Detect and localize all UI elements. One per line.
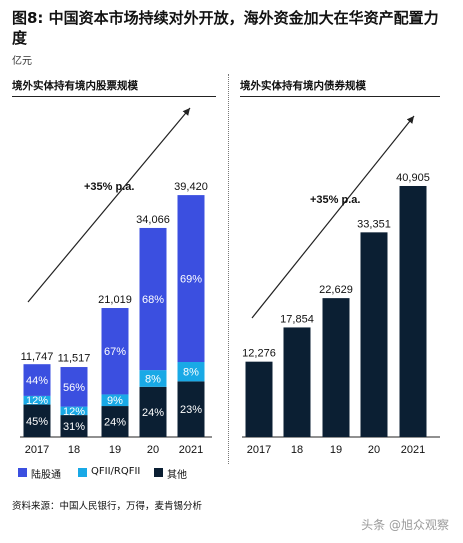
panel-divider xyxy=(228,74,229,464)
legend-swatch-other xyxy=(154,468,163,477)
segment-label-18-1: 12% xyxy=(63,406,85,418)
segment-label-2017-2: 44% xyxy=(26,375,48,387)
source-note: 资料来源：中国人民银行，万得，麦肯锡分析 xyxy=(12,501,203,512)
x-tick-left-20: 20 xyxy=(147,444,159,456)
x-tick-left-2017: 2017 xyxy=(25,444,49,456)
segment-label-19-0: 24% xyxy=(104,417,126,429)
legend-swatch-qfii xyxy=(78,468,87,477)
right-panel-title: 境外实体持有境内债券规模 xyxy=(240,80,366,92)
left-growth-arrow xyxy=(27,107,191,303)
total-label-2017: 11,747 xyxy=(21,351,54,363)
bond-bar-18 xyxy=(283,327,311,437)
segment-label-20-2: 68% xyxy=(142,294,164,306)
segment-label-20-1: 8% xyxy=(145,373,161,385)
x-tick-left-19: 19 xyxy=(109,444,121,456)
segment-label-2021-2: 69% xyxy=(180,274,202,286)
bond-bar-2021 xyxy=(399,185,427,437)
bar-segment-18-1 xyxy=(60,406,88,416)
total-label-19: 21,019 xyxy=(98,294,132,306)
bar-segment-2021-1 xyxy=(177,362,205,382)
x-tick-left-2021: 2021 xyxy=(179,444,203,456)
bond-value-label-19: 22,629 xyxy=(319,284,353,296)
bond-bar-19 xyxy=(322,298,350,437)
segment-label-2021-0: 23% xyxy=(180,404,202,416)
segment-label-19-2: 67% xyxy=(104,346,126,358)
segment-label-19-1: 9% xyxy=(107,395,123,407)
legend-label-other: 其他 xyxy=(167,470,187,481)
x-tick-right-20: 20 xyxy=(368,444,380,456)
bar-segment-20-1 xyxy=(139,370,167,387)
bond-value-label-20: 33,351 xyxy=(357,218,391,230)
left-growth-annotation: +35% p.a. xyxy=(84,181,134,193)
total-label-20: 34,066 xyxy=(136,214,170,226)
bar-segment-20-2 xyxy=(139,227,167,371)
legend-label-stock-connect: 陆股通 xyxy=(31,470,61,481)
bar-segment-2017-2 xyxy=(23,364,51,396)
segment-label-18-2: 56% xyxy=(63,382,85,394)
segment-label-2021-1: 8% xyxy=(183,367,199,379)
bar-segment-18-0 xyxy=(60,415,88,437)
right-panel-rule xyxy=(240,96,440,97)
x-tick-right-2021: 2021 xyxy=(401,444,425,456)
figure-title: 图8: 中国资本市场持续对外开放，海外资金加大在华资产配置力度 xyxy=(12,9,439,47)
total-label-18: 11,517 xyxy=(58,352,91,364)
unit-label: 亿元 xyxy=(12,56,32,67)
segment-label-2017-0: 45% xyxy=(26,416,48,428)
bond-value-label-2021: 40,905 xyxy=(396,172,430,184)
bar-segment-2017-0 xyxy=(23,404,51,437)
bond-bar-2017 xyxy=(245,361,273,437)
bar-segment-19-2 xyxy=(101,308,129,395)
bond-value-label-18: 17,854 xyxy=(280,313,314,325)
segment-label-2017-1: 12% xyxy=(26,395,48,407)
bar-segment-19-0 xyxy=(101,406,129,437)
bar-segment-18-2 xyxy=(60,367,88,407)
total-label-2021: 39,420 xyxy=(174,181,208,193)
bar-segment-2021-2 xyxy=(177,195,205,363)
watermark: 头条 @旭众观察 xyxy=(361,518,449,532)
bar-segment-2021-0 xyxy=(177,381,205,437)
x-tick-right-19: 19 xyxy=(330,444,342,456)
bar-segment-19-1 xyxy=(101,394,129,407)
right-growth-arrow xyxy=(251,115,415,319)
bond-value-label-2017: 12,276 xyxy=(242,348,276,360)
bond-bar-20 xyxy=(360,232,388,437)
bar-segment-20-0 xyxy=(139,386,167,437)
left-panel-rule xyxy=(12,96,216,97)
segment-label-20-0: 24% xyxy=(142,407,164,419)
left-panel-title: 境外实体持有境内股票规模 xyxy=(12,80,138,92)
bar-segment-2017-1 xyxy=(23,395,51,405)
legend-label-qfii: QFII/RQFII xyxy=(91,466,141,477)
right-growth-annotation: +35% p.a. xyxy=(310,194,360,206)
segment-label-18-0: 31% xyxy=(63,421,85,433)
x-tick-right-18: 18 xyxy=(291,444,303,456)
legend-swatch-stock-connect xyxy=(18,468,27,477)
x-tick-right-2017: 2017 xyxy=(247,444,271,456)
x-tick-left-18: 18 xyxy=(68,444,80,456)
